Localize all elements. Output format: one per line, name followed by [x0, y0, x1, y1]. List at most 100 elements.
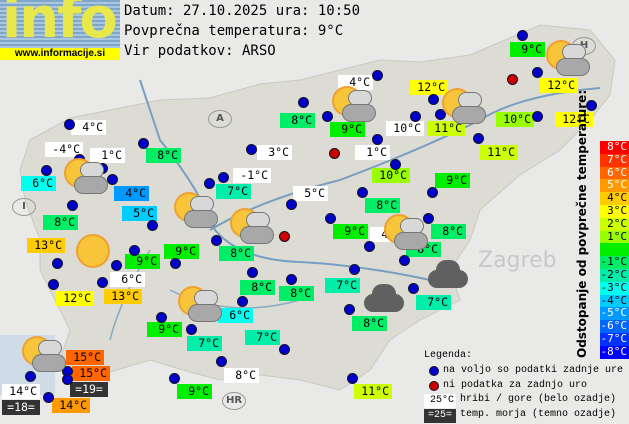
temperature-label: 15°C	[72, 366, 110, 381]
station-dot-available[interactable]	[247, 267, 258, 278]
red-dot-icon	[429, 380, 439, 391]
scale-step: -3°C	[600, 280, 629, 295]
station-dot-available[interactable]	[204, 178, 215, 189]
station-dot-available[interactable]	[517, 30, 528, 41]
temperature-label: 13°C	[104, 289, 142, 304]
station-dot-available[interactable]	[64, 119, 75, 130]
station-dot-available[interactable]	[211, 235, 222, 246]
scale-step: -4°C	[600, 293, 629, 308]
station-dot-available[interactable]	[246, 144, 257, 155]
scale-step: 4°C	[600, 191, 629, 205]
temperature-label: 9°C	[330, 122, 365, 137]
station-dot-available[interactable]	[286, 199, 297, 210]
station-dot-available[interactable]	[186, 324, 197, 335]
station-dot-available[interactable]	[586, 100, 597, 111]
station-dot-available[interactable]	[322, 111, 333, 122]
station-dot-available[interactable]	[52, 258, 63, 269]
station-dot-available[interactable]	[25, 371, 36, 382]
mountain-temperature-label: 5°C	[293, 186, 328, 201]
station-dot-missing[interactable]	[507, 74, 518, 85]
station-dot-available[interactable]	[399, 255, 410, 266]
station-dot-available[interactable]	[325, 213, 336, 224]
scale-step: 7°C	[600, 153, 629, 167]
scale-step: 3°C	[600, 204, 629, 218]
station-dot-available[interactable]	[473, 133, 484, 144]
legend: Legenda: na voljo so podatki zadnje ure …	[424, 349, 629, 423]
station-dot-available[interactable]	[138, 138, 149, 149]
temperature-label: 7°C	[216, 184, 251, 199]
station-dot-available[interactable]	[156, 312, 167, 323]
scale-step: -5°C	[600, 306, 629, 321]
temperature-label: 9°C	[164, 244, 199, 259]
station-dot-available[interactable]	[349, 264, 360, 275]
station-dot-available[interactable]	[410, 111, 421, 122]
station-dot-available[interactable]	[41, 165, 52, 176]
station-dot-available[interactable]	[428, 94, 439, 105]
station-dot-available[interactable]	[286, 274, 297, 285]
temperature-label: 11°C	[427, 121, 465, 136]
station-dot-available[interactable]	[216, 356, 227, 367]
temperature-label: 14°C	[52, 398, 90, 413]
station-dot-available[interactable]	[344, 304, 355, 315]
temperature-label: 9°C	[125, 254, 160, 269]
station-dot-available[interactable]	[97, 277, 108, 288]
scale-step	[600, 243, 629, 257]
station-dot-available[interactable]	[279, 344, 290, 355]
station-dot-available[interactable]	[111, 260, 122, 271]
station-dot-available[interactable]	[423, 213, 434, 224]
temperature-label: 6°C	[218, 308, 253, 323]
station-dot-available[interactable]	[390, 159, 401, 170]
station-dot-available[interactable]	[427, 187, 438, 198]
station-dot-missing[interactable]	[279, 231, 290, 242]
mountain-temperature-label: 1°C	[90, 148, 125, 163]
station-dot-available[interactable]	[408, 283, 419, 294]
station-dot-available[interactable]	[67, 200, 78, 211]
temperature-label: 8°C	[280, 113, 315, 128]
temperature-label: 5°C	[122, 206, 157, 221]
legend-available: na voljo so podatki zadnje ure	[443, 364, 624, 376]
station-dot-available[interactable]	[347, 373, 358, 384]
temperature-label: 13°C	[27, 238, 65, 253]
scale-step: 1°C	[600, 230, 629, 244]
station-dot-available[interactable]	[169, 373, 180, 384]
sun-cloud-icon	[168, 190, 218, 230]
blue-dot-icon	[429, 366, 439, 377]
temperature-label: 11°C	[480, 145, 518, 160]
legend-mountain-sample: 25°C	[424, 393, 456, 408]
average-temperature-line: Povprečna temperatura: 9°C	[124, 23, 344, 39]
station-dot-missing[interactable]	[329, 148, 340, 159]
station-dot-available[interactable]	[372, 134, 383, 145]
station-dot-available[interactable]	[170, 258, 181, 269]
station-dot-available[interactable]	[364, 241, 375, 252]
station-dot-available[interactable]	[107, 174, 118, 185]
station-dot-available[interactable]	[62, 374, 73, 385]
station-dot-available[interactable]	[357, 187, 368, 198]
sea-temperature-label: =18=	[2, 400, 40, 415]
logo[interactable]: info	[0, 0, 120, 48]
scale-step: 8°C	[600, 140, 629, 154]
sun-cloud-icon	[540, 38, 590, 78]
sun-cloud-icon	[436, 86, 486, 126]
station-dot-available[interactable]	[48, 279, 59, 290]
temperature-label: 12°C	[56, 291, 94, 306]
mountain-temperature-label: 3°C	[257, 145, 292, 160]
country-marker-italy: I	[12, 198, 36, 216]
station-dot-available[interactable]	[532, 111, 543, 122]
station-dot-available[interactable]	[129, 245, 140, 256]
country-marker-austria: A	[208, 110, 232, 128]
date-line: Datum: 27.10.2025 ura: 10:50	[124, 3, 361, 19]
station-dot-available[interactable]	[298, 97, 309, 108]
station-dot-available[interactable]	[43, 392, 54, 403]
mountain-temperature-label: 8°C	[224, 368, 259, 383]
station-dot-available[interactable]	[218, 172, 229, 183]
temperature-label: 8°C	[365, 198, 400, 213]
station-dot-available[interactable]	[372, 70, 383, 81]
station-dot-available[interactable]	[237, 296, 248, 307]
logo-url[interactable]: www.informacije.si	[0, 48, 120, 60]
station-dot-available[interactable]	[532, 67, 543, 78]
mountain-temperature-label: 14°C	[2, 384, 40, 399]
country-marker-croatia: HR	[222, 392, 246, 410]
station-dot-available[interactable]	[435, 109, 446, 120]
temperature-label: 9°C	[435, 173, 470, 188]
station-dot-available[interactable]	[147, 220, 158, 231]
